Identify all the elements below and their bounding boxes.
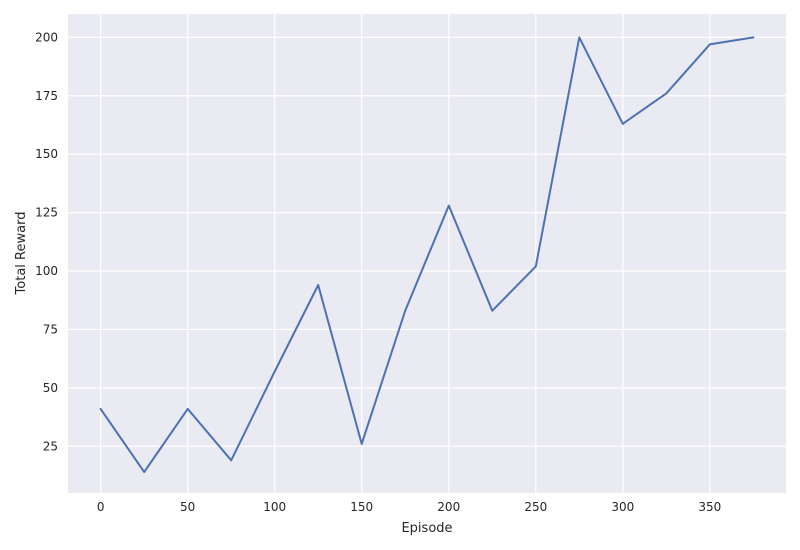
x-tick-label: 200 <box>437 500 460 514</box>
grid <box>68 14 786 493</box>
x-tick-label: 250 <box>524 500 547 514</box>
x-axis-ticks: 0 50 100 150 200 250 300 350 <box>97 500 721 514</box>
x-axis-label: Episode <box>401 521 452 536</box>
x-tick-label: 0 <box>97 500 105 514</box>
y-axis-ticks: 25 50 75 100 125 150 175 200 <box>35 30 58 453</box>
plot-background <box>68 14 786 493</box>
x-tick-label: 300 <box>611 500 634 514</box>
y-tick-label: 150 <box>35 147 58 161</box>
y-tick-label: 200 <box>35 30 58 44</box>
x-tick-label: 150 <box>350 500 373 514</box>
x-tick-label: 50 <box>180 500 195 514</box>
y-tick-label: 100 <box>35 264 58 278</box>
x-tick-label: 350 <box>698 500 721 514</box>
y-tick-label: 50 <box>43 381 58 395</box>
y-tick-label: 175 <box>35 89 58 103</box>
x-tick-label: 100 <box>263 500 286 514</box>
y-tick-label: 25 <box>43 439 58 453</box>
series-line <box>99 36 755 473</box>
y-tick-label: 125 <box>35 206 58 220</box>
y-tick-label: 75 <box>43 322 58 336</box>
y-axis-label: Total Reward <box>14 212 29 296</box>
series-layer <box>99 36 755 473</box>
